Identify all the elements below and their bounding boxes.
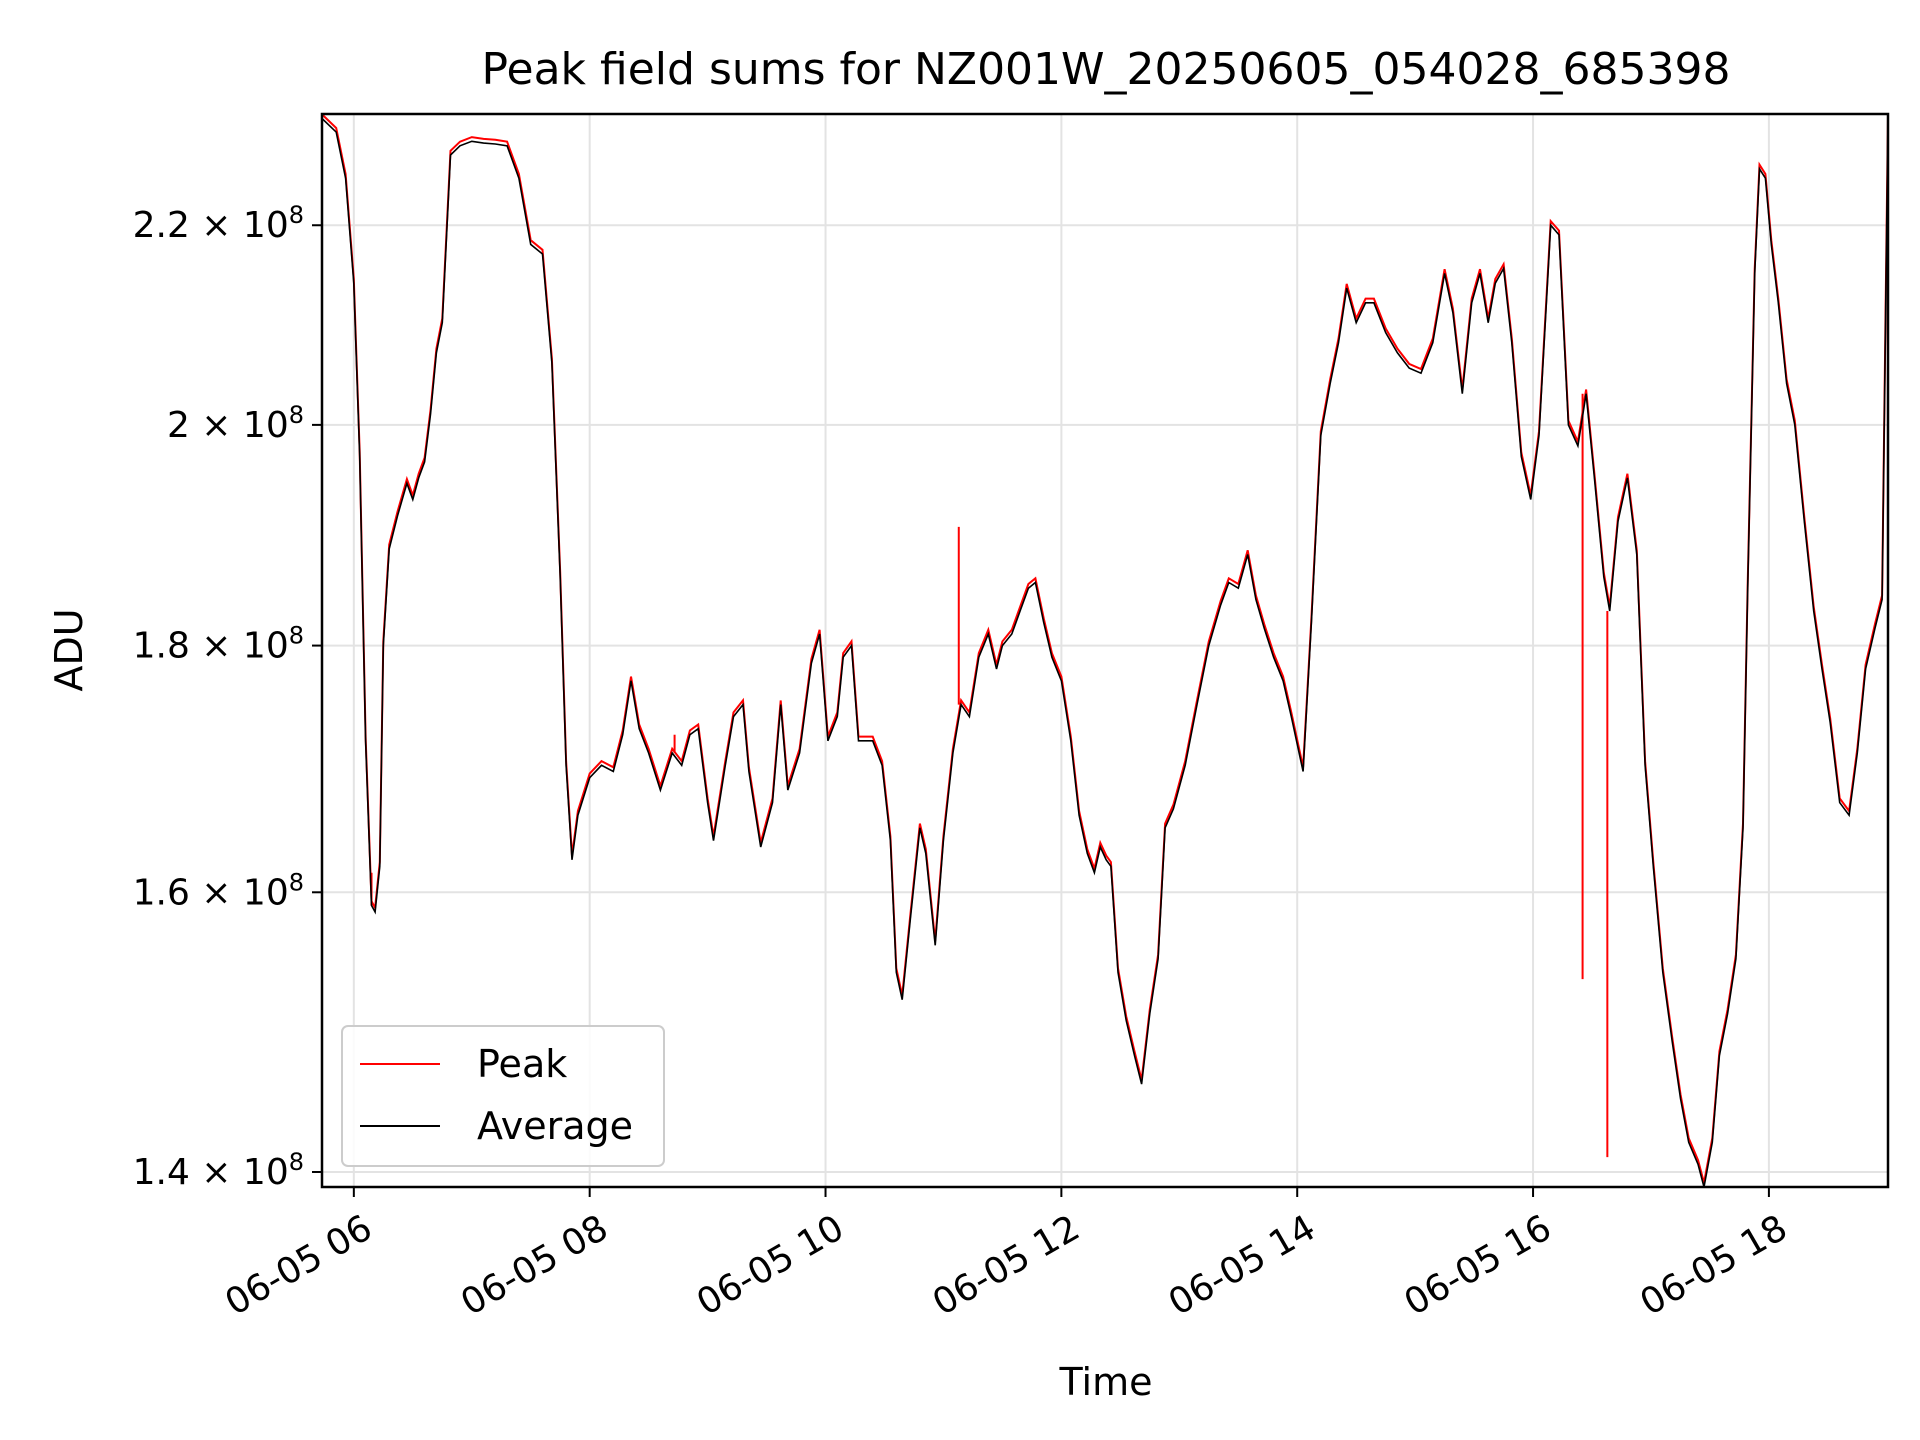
legend: Peak Average: [341, 1025, 665, 1167]
y-tick-label: 1.8 × 108: [133, 622, 304, 667]
y-tick-label: 2 × 108: [167, 401, 304, 446]
y-tick-label: 1.4 × 108: [133, 1148, 304, 1193]
plot-frame: [320, 112, 1890, 1189]
y-axis: 1.4 × 108 1.6 × 108 1.8 × 108 2 × 108 2.2 × …: [133, 201, 322, 1193]
legend-box: [341, 1025, 665, 1167]
grid: [322, 114, 1888, 1187]
series-layer: [322, 114, 1888, 1187]
legend-label-average: Average: [477, 1104, 633, 1148]
series-line-average: [322, 117, 1888, 1187]
y-tick-label: 1.6 × 108: [133, 868, 304, 913]
x-axis-label: Time: [1059, 1360, 1153, 1404]
y-axis-label: ADU: [47, 608, 91, 691]
chart-title: Peak field sums for NZ001W_20250605_0540…: [482, 44, 1731, 95]
y-tick-label: 2.2 × 108: [133, 201, 304, 246]
legend-label-peak: Peak: [477, 1042, 567, 1086]
